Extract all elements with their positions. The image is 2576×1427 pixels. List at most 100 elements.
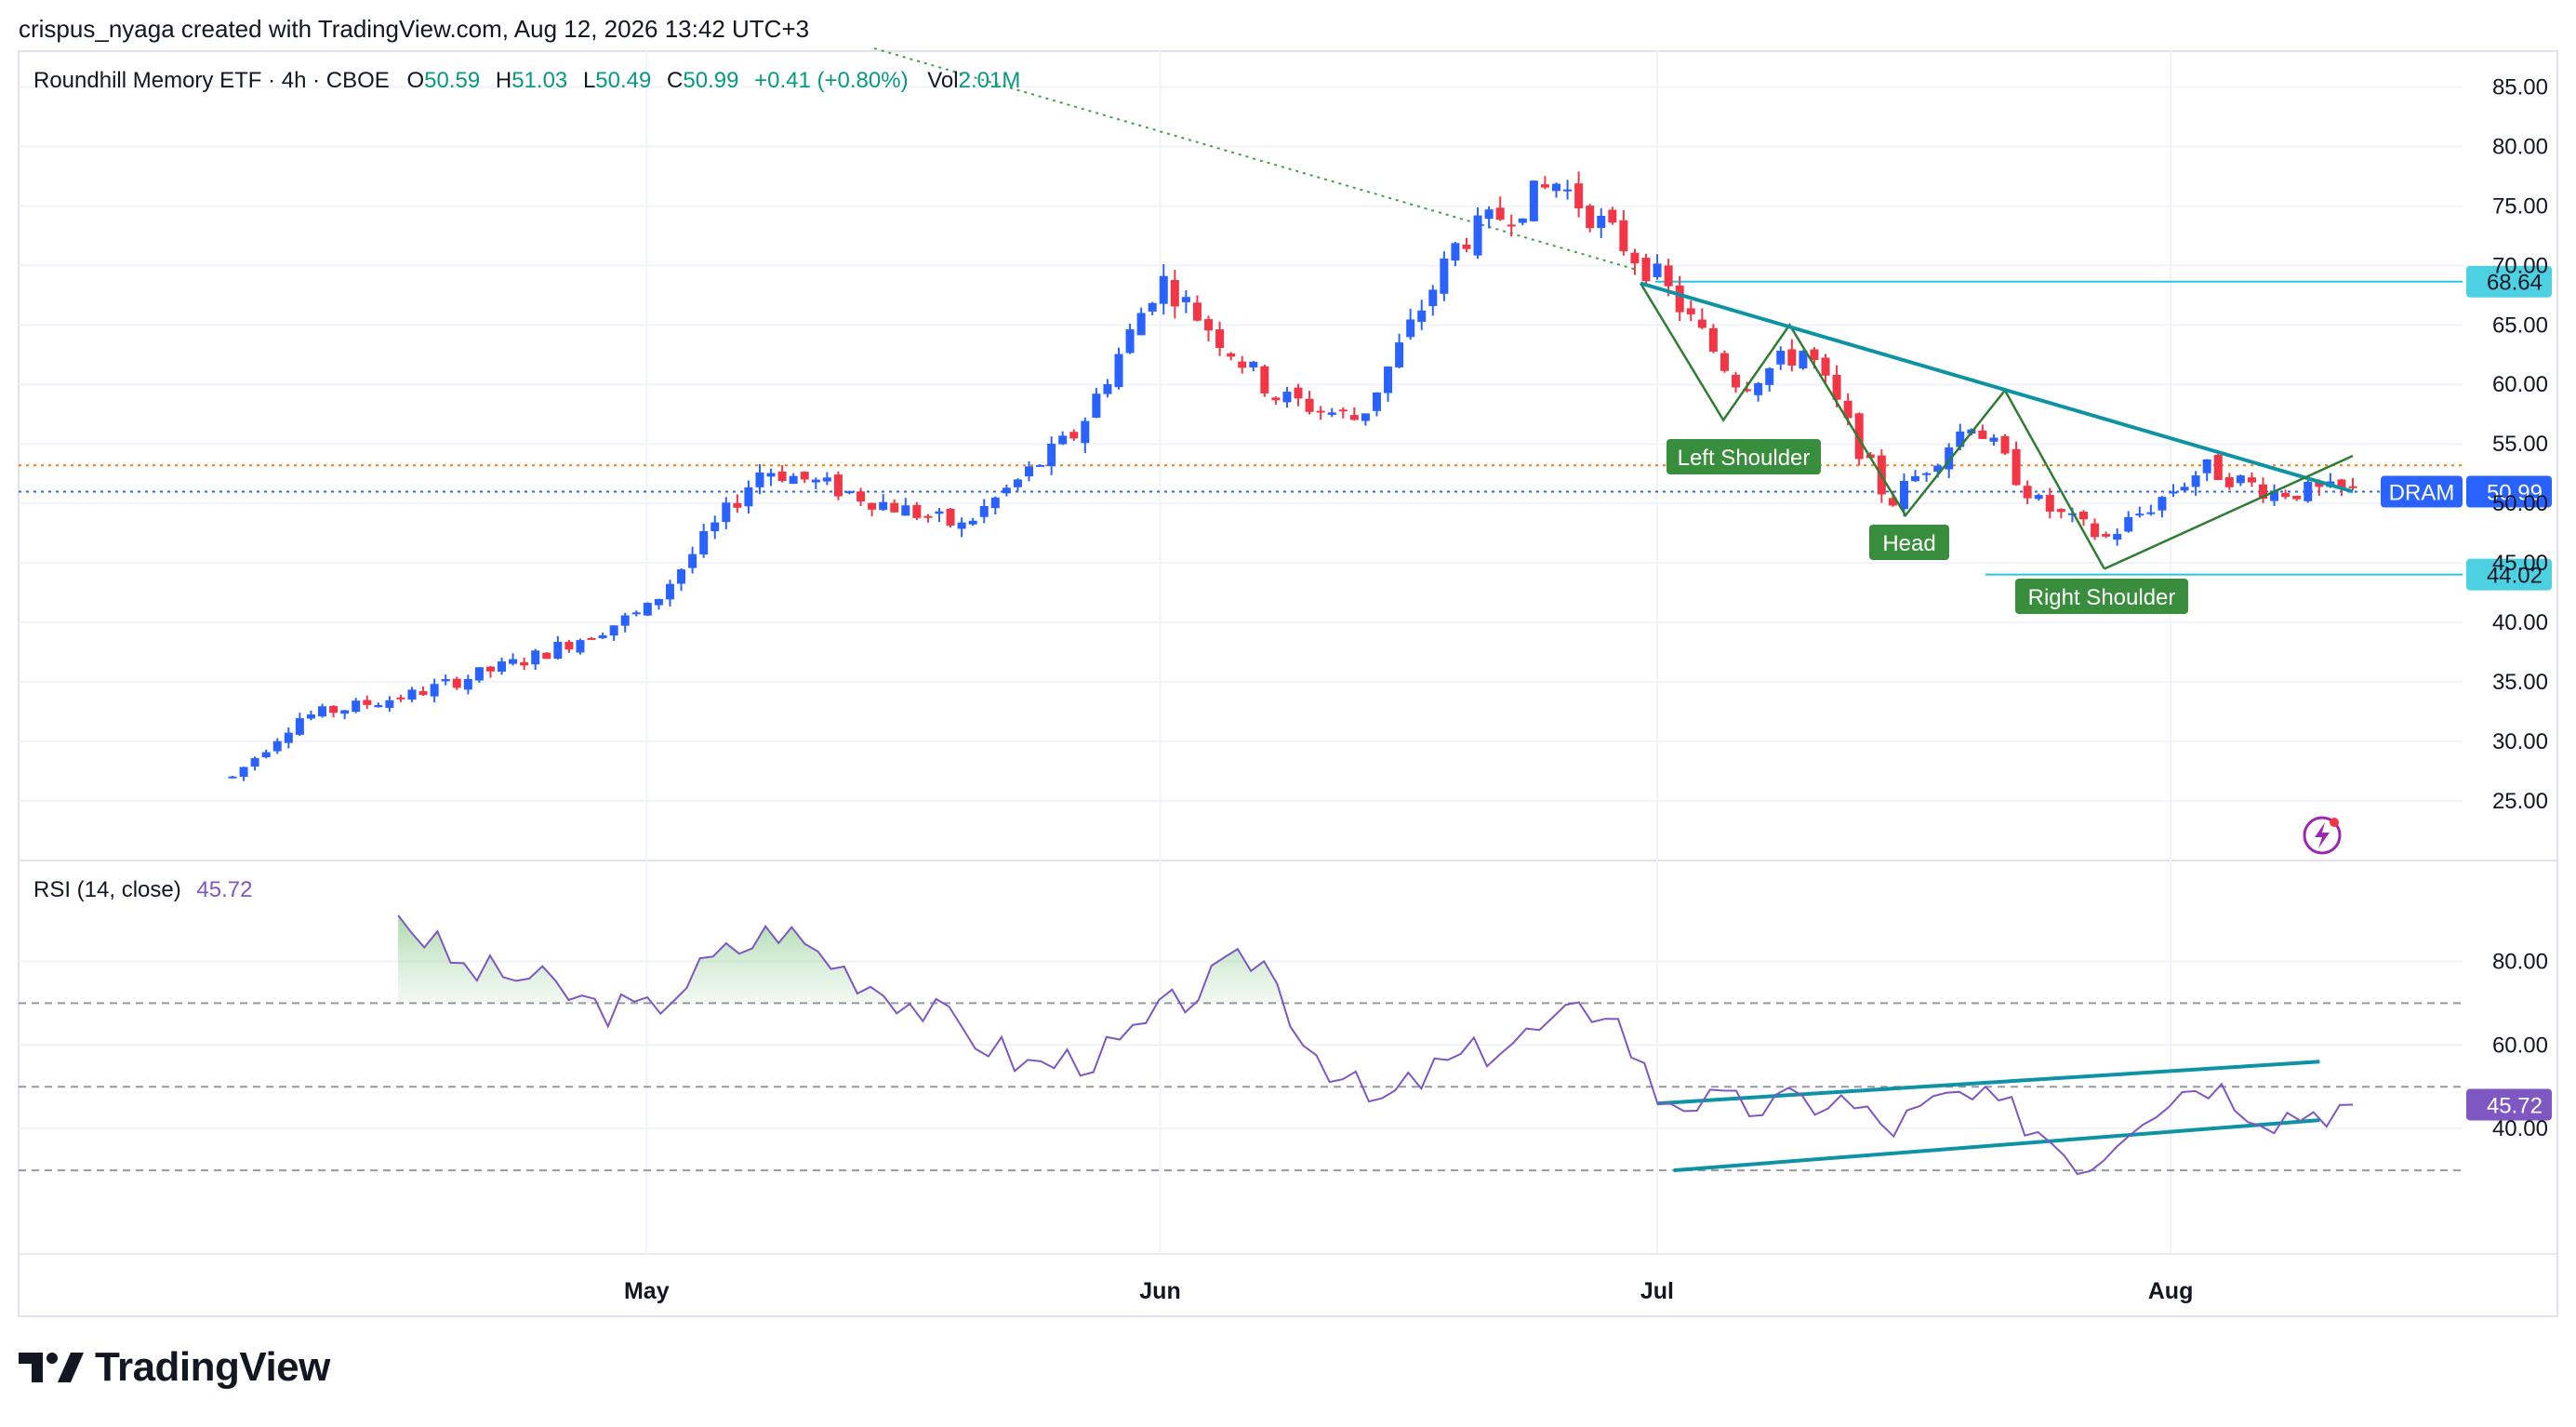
support-level-label-bg: [2466, 558, 2552, 591]
candle-body: [1989, 437, 1998, 442]
rising-support-trendline: [2104, 454, 2354, 570]
legend-vol-label: Vol: [927, 68, 958, 93]
candle-body: [744, 487, 753, 507]
candle-body: [990, 497, 1000, 509]
candle-body: [2000, 435, 2010, 454]
candle-body: [766, 473, 776, 477]
candle-body: [498, 661, 507, 673]
candle-body: [2304, 481, 2313, 501]
legend-l-label: L: [583, 68, 595, 93]
legend-h-label: H: [496, 68, 511, 93]
candle-body: [329, 705, 339, 714]
candle-body: [1047, 443, 1056, 467]
candle-body: [946, 508, 955, 527]
candle-body: [542, 652, 551, 660]
legend-title: Roundhill Memory ETF · 4h · CBOE: [33, 68, 390, 93]
price-tick-label: 60.00: [2492, 372, 2548, 397]
candle-body: [1653, 263, 1662, 277]
candle-body: [1597, 215, 1606, 229]
candle-body: [2124, 516, 2133, 532]
candle-body: [1440, 258, 1449, 294]
price-tick-label: 50.00: [2492, 491, 2548, 516]
candle-body: [755, 472, 764, 487]
pattern-lines: [1639, 282, 2105, 570]
candle-body: [272, 740, 282, 752]
candle-body: [340, 710, 350, 714]
candle-body: [890, 502, 899, 513]
rsi-value: 45.72: [196, 877, 252, 902]
left-shoulder-label: Left Shoulder: [1666, 439, 1821, 474]
candle-body: [1316, 410, 1325, 413]
resistance-level-label-text: 68.64: [2487, 271, 2543, 296]
price-tick-label: 25.00: [2492, 789, 2548, 814]
legend-c-value: 50.99: [683, 68, 738, 93]
candle-body: [587, 637, 596, 640]
candle-body: [1081, 420, 1090, 444]
candle-body: [318, 706, 327, 717]
candle-body: [1586, 206, 1595, 229]
candle-body: [2056, 509, 2065, 513]
candle-body: [1215, 329, 1225, 349]
rsi-channel-bottom-line: [1673, 1118, 2320, 1173]
left-shoulder-label-bg: [1666, 439, 1821, 474]
brand-name: TradingView: [95, 1344, 330, 1390]
candle-body: [250, 757, 259, 767]
price-tick-label: 55.00: [2492, 432, 2548, 457]
candle-body: [710, 522, 720, 531]
candle-body: [1911, 475, 1920, 482]
rsi-overbought-fill: [398, 914, 1592, 1004]
rsi-tick-label: 40.00: [2492, 1116, 2548, 1141]
candle-body: [1697, 319, 1706, 328]
candle-body: [452, 678, 461, 688]
candle-body: [901, 505, 910, 516]
candle-body: [620, 615, 630, 626]
candle-body: [598, 635, 607, 639]
candle-body: [1002, 487, 1011, 494]
neckline-trendline: [1640, 281, 2354, 494]
candle-body: [2247, 477, 2256, 483]
price-tick-label: 65.00: [2492, 313, 2548, 338]
candle-body: [2337, 479, 2346, 488]
candle-body: [352, 700, 361, 713]
candle-body: [531, 650, 540, 665]
time-tick-label: Jul: [1640, 1278, 1674, 1304]
candle-body: [2158, 497, 2167, 511]
candle-body: [2281, 492, 2291, 498]
candle-body: [261, 752, 271, 758]
candle-body: [2169, 491, 2178, 494]
bolt-icon[interactable]: [2303, 816, 2342, 855]
symbol-label-bg: [2381, 475, 2463, 508]
legend-o-value: 50.59: [424, 68, 480, 93]
candle-body: [1058, 435, 1068, 445]
candle-body: [2292, 496, 2302, 500]
left-shoulder-label-text: Left Shoulder: [1678, 446, 1811, 471]
candle-body: [1619, 220, 1628, 252]
rsi-line-group: [397, 914, 2354, 1176]
candle-body: [1092, 393, 1101, 418]
candle-body: [643, 603, 652, 616]
candle-body: [1170, 280, 1179, 307]
chart-frame: [18, 50, 2558, 1317]
legend-c-label: C: [667, 68, 683, 93]
candle-body: [856, 491, 866, 502]
rsi-value-label-text: 45.72: [2487, 1093, 2543, 1118]
candle-body: [1608, 209, 1617, 223]
last-price-label-text: 50.99: [2487, 481, 2543, 506]
candle-body: [631, 612, 641, 615]
candle-body: [474, 667, 484, 681]
legend-h-value: 51.03: [511, 68, 567, 93]
candle-body: [1227, 353, 1236, 357]
candle-body: [1843, 400, 1852, 419]
candle-body: [418, 690, 428, 696]
candle-body: [2135, 513, 2144, 516]
candle-body: [1754, 382, 1763, 395]
candle-body: [1361, 413, 1370, 421]
brand[interactable]: TradingView: [19, 1340, 330, 1395]
candle-body: [688, 553, 697, 568]
candle-body: [1551, 183, 1560, 192]
candle-body: [2023, 486, 2032, 499]
candle-body: [1484, 209, 1494, 220]
candle-body: [979, 506, 989, 517]
candle-body: [1956, 431, 1965, 447]
